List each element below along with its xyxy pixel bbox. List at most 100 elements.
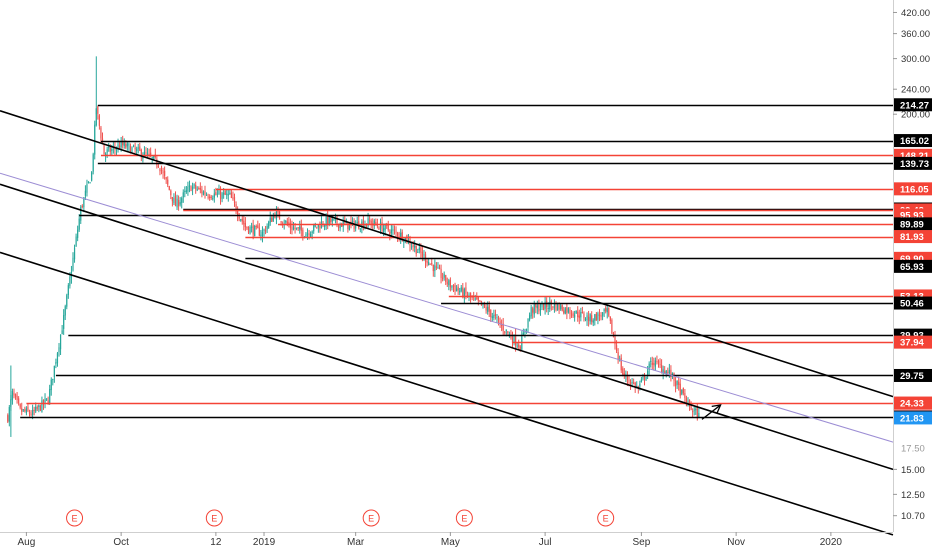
- price-tag: [894, 182, 932, 196]
- candle-body: [118, 145, 121, 149]
- candle-body: [103, 144, 105, 155]
- candle-body: [330, 218, 332, 223]
- channel-midline: [0, 172, 894, 443]
- candle-body: [170, 190, 172, 196]
- candle-body: [185, 190, 187, 192]
- candle-body: [629, 382, 632, 385]
- candle-body: [157, 165, 160, 167]
- candle-body: [592, 320, 594, 323]
- candle-body: [600, 315, 602, 317]
- candle-body: [216, 193, 219, 195]
- candlestick-series: [7, 56, 700, 437]
- candle-body: [181, 198, 183, 203]
- candle-body: [145, 152, 147, 154]
- y-tick-label: 200.00: [901, 110, 930, 121]
- candle-body: [280, 221, 282, 223]
- candle-body: [426, 261, 428, 264]
- channel-line: [0, 251, 894, 536]
- y-tick-label: 240.00: [901, 85, 930, 96]
- candle-body: [137, 147, 139, 149]
- candle-body: [698, 412, 700, 418]
- candle-body: [560, 305, 562, 310]
- candle-body: [191, 186, 194, 190]
- event-marker-label: E: [603, 514, 609, 524]
- candle-body: [351, 220, 354, 223]
- candle-body: [21, 408, 23, 412]
- candle-body: [483, 305, 486, 307]
- candle-body: [519, 346, 521, 351]
- candle-body: [420, 247, 422, 253]
- candle-body: [233, 197, 236, 204]
- candle-body: [339, 223, 341, 229]
- x-tick-label: Oct: [113, 537, 129, 548]
- candle-body: [27, 406, 29, 412]
- candle-body: [187, 186, 189, 192]
- candle-body: [510, 334, 512, 339]
- candle-body: [323, 224, 326, 228]
- candle-body: [59, 334, 62, 350]
- candle-body: [469, 292, 472, 298]
- price-tag-label: 37.94: [900, 338, 924, 349]
- candle-body: [614, 335, 616, 345]
- candle-body: [348, 223, 351, 231]
- candle-body: [417, 251, 419, 253]
- candle-body: [369, 220, 371, 222]
- candle-body: [640, 379, 643, 382]
- candle-body: [437, 267, 439, 269]
- price-tags: 214.27165.02148.21139.73116.05100.1999.4…: [894, 98, 932, 425]
- candle-body: [608, 307, 610, 316]
- candle-body: [617, 351, 619, 360]
- candle-body: [218, 190, 220, 195]
- candle-body: [696, 407, 698, 419]
- event-marker-label: E: [461, 514, 467, 524]
- candle-body: [7, 415, 9, 422]
- candle-body: [247, 226, 250, 233]
- candle-body: [572, 313, 574, 317]
- candle-body: [292, 227, 295, 230]
- candle-body: [659, 363, 661, 365]
- price-tag-label: 50.46: [900, 299, 924, 310]
- candle-body: [241, 218, 243, 222]
- candle-body: [268, 221, 270, 228]
- y-tick-label: 300.00: [901, 54, 930, 65]
- candle-body: [674, 381, 677, 387]
- candle-body: [685, 398, 688, 406]
- price-tag: [894, 217, 932, 231]
- candle-body: [448, 280, 450, 286]
- candle-body: [511, 336, 514, 343]
- y-tick-label: 420.00: [901, 8, 930, 19]
- candle-body: [139, 146, 141, 151]
- event-marker-icon: [205, 509, 223, 527]
- price-axis[interactable]: 420.00 360.00 300.00 240.00 200.00 15.00 12.50…: [893, 8, 930, 522]
- candle-body: [528, 315, 531, 320]
- candle-body: [421, 251, 424, 257]
- candle-body: [462, 287, 464, 297]
- candle-body: [575, 310, 577, 314]
- candle-body: [196, 189, 198, 191]
- candle-body: [174, 196, 177, 207]
- candle-body: [580, 311, 582, 318]
- x-tick-label: Nov: [727, 537, 745, 548]
- candle-body: [387, 224, 389, 231]
- candle-body: [123, 142, 125, 147]
- candle-body: [258, 227, 260, 236]
- candle-body: [466, 294, 469, 297]
- candle-body: [179, 202, 181, 205]
- candle-body: [146, 153, 149, 156]
- candle-body: [384, 224, 386, 231]
- candle-body: [89, 182, 91, 184]
- candle-body: [556, 303, 559, 311]
- candle-body: [507, 331, 509, 334]
- candle-body: [479, 300, 481, 302]
- time-axis[interactable]: Aug Oct 12 2019 Mar May Jul Sep Nov 2020: [18, 532, 843, 548]
- candle-body: [406, 235, 408, 243]
- candle-body: [207, 196, 209, 198]
- event-marker-label: E: [368, 514, 374, 524]
- candle-body: [440, 269, 442, 278]
- event-marker-label: E: [72, 514, 78, 524]
- candle-body: [583, 313, 585, 319]
- candle-body: [36, 407, 38, 409]
- candle-body: [609, 316, 611, 321]
